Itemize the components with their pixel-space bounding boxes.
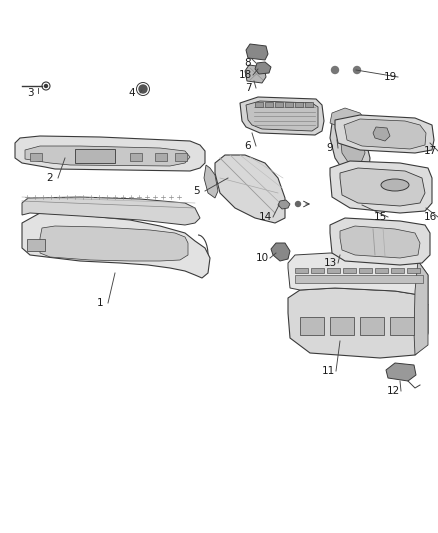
Circle shape	[332, 67, 339, 74]
Polygon shape	[15, 136, 205, 171]
Bar	[255, 102, 263, 107]
Circle shape	[261, 66, 265, 70]
Text: 17: 17	[424, 146, 437, 156]
Bar	[360, 317, 384, 335]
Bar	[311, 268, 324, 273]
Bar	[130, 153, 142, 161]
Text: 19: 19	[383, 72, 397, 82]
Text: 16: 16	[424, 212, 437, 222]
Text: 4: 4	[129, 88, 135, 98]
Text: 10: 10	[255, 253, 268, 263]
Bar	[295, 275, 423, 283]
Bar	[359, 268, 372, 273]
Text: 9: 9	[327, 143, 333, 153]
Bar	[285, 102, 293, 107]
Text: 15: 15	[373, 212, 387, 222]
Polygon shape	[204, 165, 218, 198]
Text: 2: 2	[47, 173, 53, 183]
Bar	[155, 153, 167, 161]
Polygon shape	[330, 161, 432, 213]
Text: 1: 1	[97, 298, 103, 308]
Polygon shape	[288, 288, 428, 358]
Polygon shape	[245, 65, 266, 83]
Polygon shape	[414, 261, 428, 355]
Bar	[390, 317, 414, 335]
Bar	[391, 268, 404, 273]
Circle shape	[139, 85, 147, 93]
Polygon shape	[344, 119, 426, 149]
Circle shape	[45, 85, 47, 87]
Text: 18: 18	[238, 70, 251, 80]
Polygon shape	[330, 108, 368, 125]
Polygon shape	[330, 118, 370, 181]
Polygon shape	[386, 363, 416, 381]
Bar	[300, 317, 324, 335]
Polygon shape	[340, 168, 425, 206]
Polygon shape	[330, 218, 430, 265]
Circle shape	[254, 49, 260, 55]
Bar	[295, 268, 308, 273]
Text: 11: 11	[321, 366, 335, 376]
Polygon shape	[373, 127, 390, 141]
Bar	[265, 102, 273, 107]
Polygon shape	[278, 200, 290, 209]
Circle shape	[296, 201, 300, 206]
Text: 12: 12	[386, 386, 399, 396]
Polygon shape	[340, 226, 420, 258]
Circle shape	[355, 201, 361, 207]
Text: 7: 7	[245, 83, 251, 93]
Polygon shape	[22, 197, 200, 225]
Bar	[343, 268, 356, 273]
Circle shape	[353, 67, 360, 74]
Bar	[295, 102, 303, 107]
Polygon shape	[40, 226, 188, 261]
Ellipse shape	[381, 179, 409, 191]
Text: 8: 8	[245, 58, 251, 68]
Polygon shape	[335, 115, 434, 153]
Polygon shape	[246, 44, 268, 60]
Bar	[275, 102, 283, 107]
Polygon shape	[22, 213, 210, 278]
Bar	[375, 268, 388, 273]
Bar	[327, 268, 340, 273]
Polygon shape	[215, 155, 285, 223]
Text: 6: 6	[245, 141, 251, 151]
Polygon shape	[271, 243, 290, 261]
Polygon shape	[255, 62, 271, 74]
Polygon shape	[340, 125, 365, 165]
Polygon shape	[288, 253, 428, 305]
Bar	[330, 317, 354, 335]
Text: 3: 3	[27, 88, 33, 98]
Polygon shape	[240, 97, 324, 135]
Bar	[75, 149, 115, 163]
Bar	[175, 153, 187, 161]
Bar	[305, 102, 313, 107]
Bar	[407, 268, 420, 273]
Text: 14: 14	[258, 212, 272, 222]
Polygon shape	[25, 146, 190, 166]
Bar	[27, 239, 45, 251]
Text: 13: 13	[323, 258, 337, 268]
Polygon shape	[246, 101, 318, 131]
Text: 5: 5	[194, 186, 200, 196]
Bar	[30, 153, 42, 161]
